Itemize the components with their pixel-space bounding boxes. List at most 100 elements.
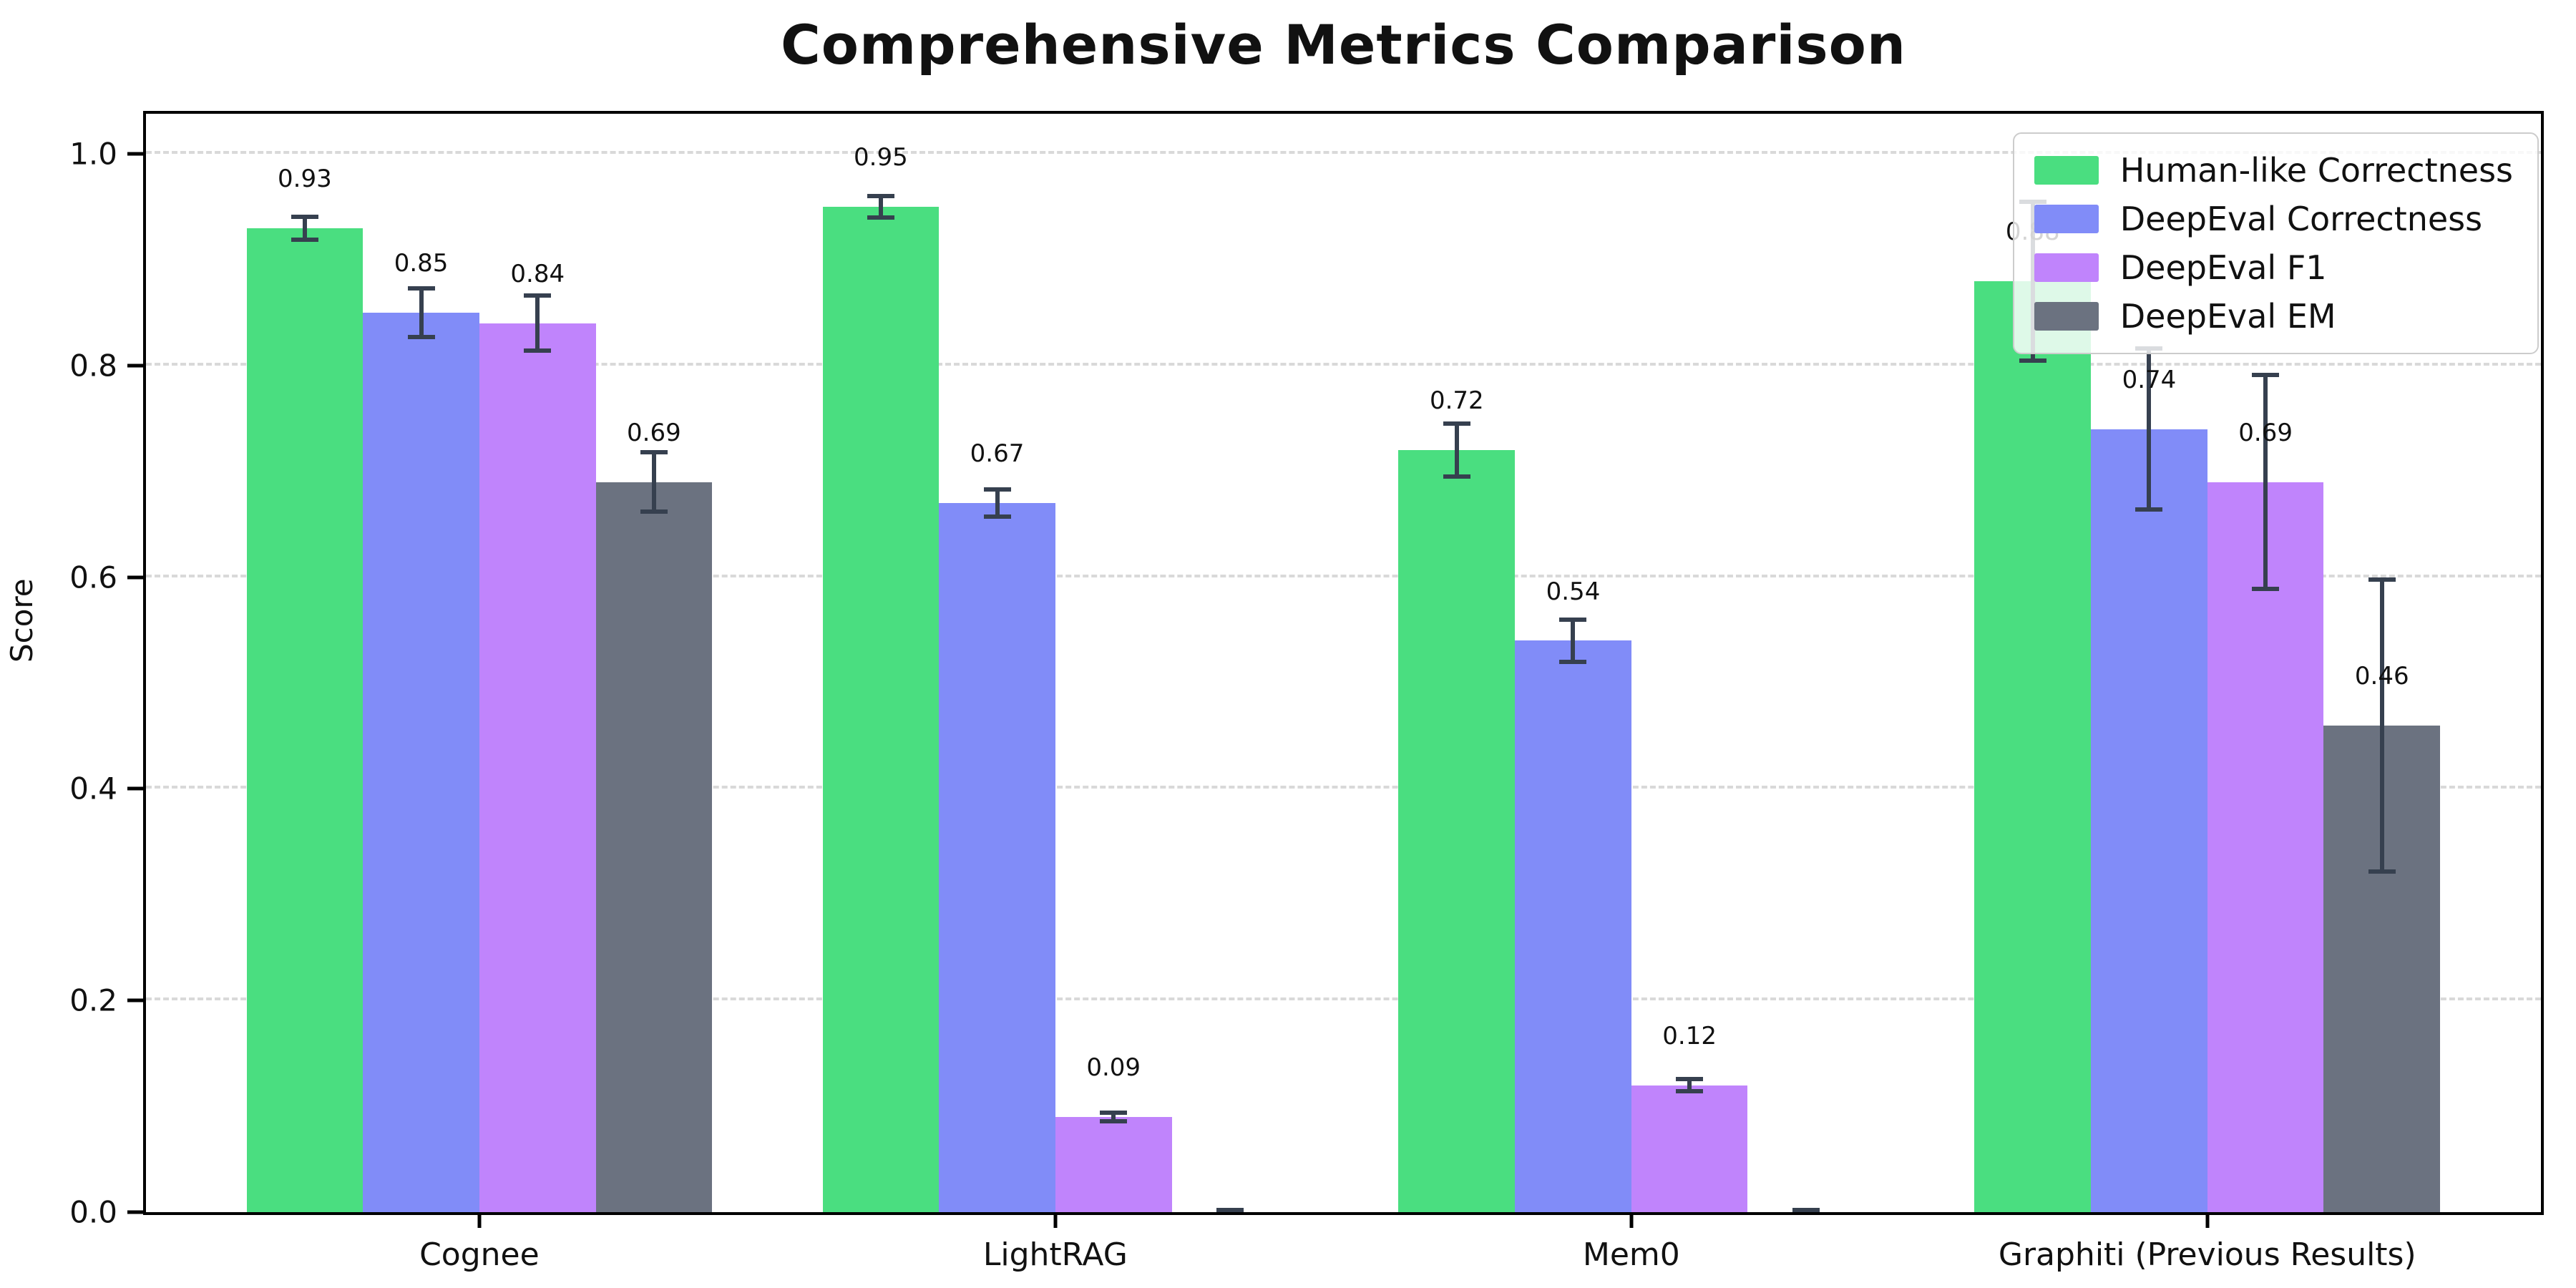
error-bar-line (419, 286, 424, 339)
error-bar-cap (640, 509, 668, 514)
x-tick-label: Graphiti (Previous Results) (1998, 1236, 2416, 1273)
bar-value-label: 0.74 (2122, 365, 2177, 394)
error-bar-cap (291, 237, 318, 242)
gridline (146, 151, 2541, 155)
y-tick-label: 1.0 (69, 136, 117, 172)
error-bar-cap (2252, 586, 2280, 591)
error-bar-line (1687, 1076, 1692, 1094)
bar (363, 313, 479, 1212)
bar (1055, 1116, 1172, 1212)
error-bar (1443, 421, 1470, 479)
y-tick (127, 998, 143, 1002)
bar (595, 482, 713, 1212)
error-bar-cap (2019, 358, 2046, 363)
error-bar-cap (1559, 659, 1587, 664)
legend-swatch-gray (2034, 302, 2099, 331)
error-bar-line (2263, 373, 2268, 591)
chart-title: Comprehensive Metrics Comparison (781, 13, 1906, 77)
y-tick-label: 0.6 (69, 560, 117, 595)
error-bar (1100, 1111, 1128, 1123)
error-bar-cap (1676, 1076, 1704, 1081)
error-bar (1216, 1208, 1244, 1213)
legend-label: Human-like Correctness (2119, 151, 2513, 190)
legend-label: DeepEval F1 (2119, 248, 2327, 287)
error-bar-cap (1676, 1089, 1704, 1094)
bar-value-label: 0.85 (394, 249, 449, 278)
gridline (146, 362, 2541, 366)
error-bar-cap (1100, 1118, 1128, 1123)
error-bar (2368, 577, 2396, 874)
error-bar-cap (2368, 577, 2396, 582)
error-bar-cap (291, 214, 318, 219)
y-tick (127, 575, 143, 580)
bar (1631, 1085, 1748, 1212)
y-tick (127, 364, 143, 368)
error-bar (983, 487, 1011, 519)
bar-value-label: 0.09 (1086, 1053, 1141, 1083)
error-bar (407, 286, 435, 339)
bar-value-label: 0.12 (1662, 1021, 1717, 1050)
x-tick (1053, 1215, 1058, 1228)
bar (479, 323, 596, 1212)
bar-value-label: 0.67 (970, 439, 1025, 469)
legend-label: DeepEval EM (2119, 297, 2336, 336)
error-bar-line (651, 450, 656, 514)
error-bar-cap (1443, 421, 1470, 426)
legend-item: Human-like Correctness (2034, 151, 2513, 190)
error-bar-cap (1216, 1208, 1244, 1212)
legend-swatch-purple (2034, 253, 2099, 282)
y-tick-label: 0.0 (69, 1194, 117, 1230)
legend: Human-like Correctness DeepEval Correctn… (2012, 132, 2539, 354)
y-tick-label: 0.4 (69, 771, 117, 806)
error-bar-cap (1559, 617, 1587, 622)
bar (822, 207, 940, 1212)
error-bar (867, 194, 894, 220)
error-bar-line (878, 194, 883, 220)
bar-value-label: 0.69 (627, 418, 681, 447)
error-bar-cap (640, 450, 668, 455)
legend-item: DeepEval Correctness (2034, 200, 2513, 238)
error-bar-cap (1100, 1111, 1128, 1116)
bar (1398, 450, 1516, 1212)
bar-value-label: 0.95 (854, 143, 908, 172)
bar (2091, 429, 2207, 1212)
error-bar-cap (2368, 869, 2396, 874)
error-bar-cap (524, 293, 552, 298)
bar (939, 503, 1055, 1212)
bar (2207, 482, 2324, 1212)
error-bar-cap (524, 348, 552, 353)
error-bar (1792, 1208, 1820, 1213)
error-bar (640, 450, 668, 514)
error-bar-line (1111, 1111, 1116, 1123)
error-bar-cap (407, 286, 435, 291)
legend-item: DeepEval F1 (2034, 248, 2513, 287)
legend-item: DeepEval EM (2034, 297, 2513, 336)
x-tick (2205, 1215, 2210, 1228)
error-bar (291, 214, 318, 242)
y-tick (127, 786, 143, 791)
legend-label: DeepEval Correctness (2119, 200, 2483, 238)
bar-value-label: 0.93 (278, 164, 332, 193)
bar (246, 228, 364, 1212)
error-bar-line (995, 487, 1000, 519)
error-bar-cap (1443, 474, 1470, 479)
x-tick (477, 1215, 482, 1228)
gridline (146, 574, 2541, 577)
error-bar-cap (983, 487, 1011, 492)
gridline (146, 997, 2541, 1001)
error-bar-line (2379, 577, 2384, 874)
bar-value-label: 0.69 (2238, 418, 2293, 447)
legend-swatch-green (2034, 156, 2099, 185)
error-bar-line (2147, 346, 2152, 512)
error-bar-cap (983, 514, 1011, 519)
x-tick (1629, 1215, 1634, 1228)
y-tick-label: 0.2 (69, 982, 117, 1018)
gridline (146, 786, 2541, 789)
y-tick-label: 0.8 (69, 348, 117, 384)
bar-value-label: 0.54 (1546, 577, 1601, 606)
x-tick-label: Cognee (419, 1236, 540, 1273)
error-bar-cap (2135, 507, 2163, 512)
error-bar-line (302, 214, 307, 242)
error-bar-cap (1792, 1208, 1820, 1212)
